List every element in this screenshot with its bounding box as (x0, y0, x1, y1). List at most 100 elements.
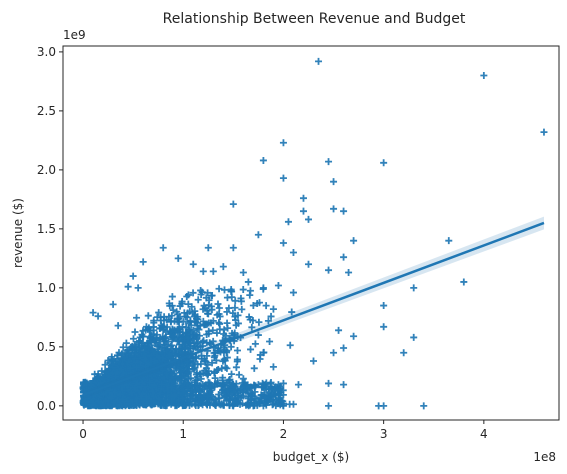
data-point (181, 401, 189, 409)
data-point (259, 285, 267, 293)
data-point (151, 357, 159, 365)
data-point (237, 294, 245, 302)
data-point (144, 312, 152, 320)
data-point (229, 309, 237, 317)
data-point (254, 231, 262, 239)
data-point (231, 297, 239, 305)
data-point (299, 207, 307, 215)
data-point (124, 346, 132, 354)
data-point (110, 399, 118, 407)
y-axis-ticks: 0.0 0.5 1.0 1.5 2.0 2.5 3.0 (37, 45, 63, 413)
data-point (214, 378, 222, 386)
data-point (207, 292, 215, 300)
data-point (144, 360, 152, 368)
data-point (325, 379, 333, 387)
data-point (184, 326, 192, 334)
data-point (204, 244, 212, 252)
data-point (228, 381, 236, 389)
data-point (168, 397, 176, 405)
data-point (223, 308, 231, 316)
data-point (267, 380, 275, 388)
data-point (184, 397, 192, 405)
data-point (198, 288, 206, 296)
data-point (184, 357, 192, 365)
data-point (215, 391, 223, 399)
data-point (155, 345, 163, 353)
data-point (114, 396, 122, 404)
data-point (460, 278, 468, 286)
y-tick-label: 1.0 (37, 281, 56, 295)
data-point (179, 318, 187, 326)
data-point (174, 254, 182, 262)
data-point (267, 312, 275, 320)
data-point (177, 368, 185, 376)
data-point (188, 385, 196, 393)
data-point (194, 296, 202, 304)
data-point (279, 174, 287, 182)
data-point (175, 400, 183, 408)
data-point (203, 352, 211, 360)
data-point (236, 386, 244, 394)
data-point (233, 347, 241, 355)
data-point (222, 332, 230, 340)
x-tick-label: 3 (380, 427, 388, 441)
data-point (262, 384, 270, 392)
data-point (203, 399, 211, 407)
data-point (179, 387, 187, 395)
data-point (178, 349, 186, 357)
data-point (129, 272, 137, 280)
data-point (155, 354, 163, 362)
data-point (294, 381, 302, 389)
data-point (102, 397, 110, 405)
data-point (168, 374, 176, 382)
y-tick-label: 2.0 (37, 163, 56, 177)
data-point (108, 353, 116, 361)
data-point (221, 392, 229, 400)
data-point (179, 394, 187, 402)
data-point (124, 283, 132, 291)
data-point (400, 349, 408, 357)
data-point (235, 371, 243, 379)
data-point (167, 342, 175, 350)
data-point (121, 354, 129, 362)
data-point (89, 309, 97, 317)
data-point (116, 390, 124, 398)
data-point (209, 267, 217, 275)
data-point (160, 313, 168, 321)
data-point (330, 205, 338, 213)
data-point (310, 357, 318, 365)
data-point (195, 386, 203, 394)
data-point (276, 386, 284, 394)
data-point (164, 337, 172, 345)
data-point (286, 341, 294, 349)
data-point (269, 305, 277, 313)
data-point (150, 326, 158, 334)
data-point (192, 354, 200, 362)
data-point (200, 302, 208, 310)
data-point (138, 339, 146, 347)
data-point (122, 339, 130, 347)
data-point (179, 361, 187, 369)
data-point (340, 344, 348, 352)
data-point (212, 356, 220, 364)
data-point (128, 389, 136, 397)
data-point (168, 293, 176, 301)
data-point (315, 57, 323, 65)
data-point (279, 401, 287, 409)
data-point (340, 253, 348, 261)
data-point (184, 369, 192, 377)
regression-layer (82, 221, 545, 397)
data-point (259, 156, 267, 164)
data-point (94, 312, 102, 320)
data-point (380, 323, 388, 331)
data-point (284, 218, 292, 226)
data-point (380, 302, 388, 310)
data-point (325, 402, 333, 410)
data-point (163, 371, 171, 379)
x-tick-label: 2 (280, 427, 288, 441)
regression-line (82, 221, 545, 397)
data-point (109, 300, 117, 308)
data-point (234, 391, 242, 399)
data-point (199, 369, 207, 377)
